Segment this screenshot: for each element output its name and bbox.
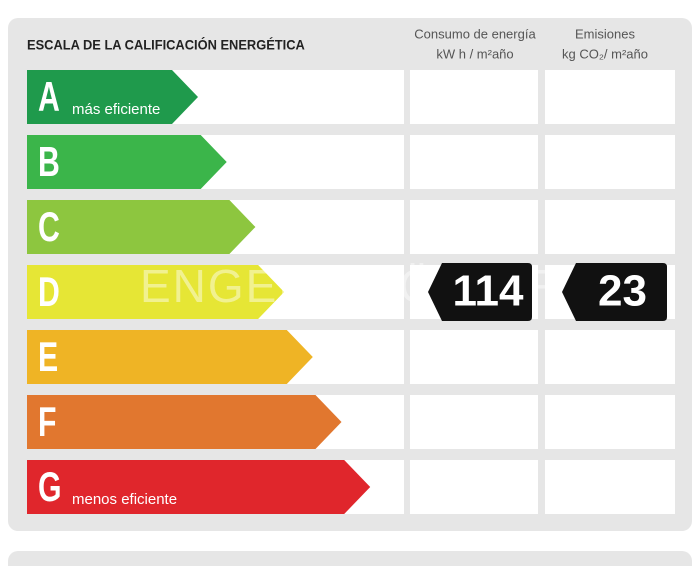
watermark-site: habitaclia [285,268,395,298]
cell [545,330,675,384]
column-unit: kW h / m²año [436,46,513,61]
column-header: Emisiones [575,26,635,41]
rating-label: más eficiente [72,101,160,118]
rating-value: 23 [598,267,647,316]
cell [410,135,538,189]
rating-arrow [27,70,198,124]
rating-arrow [27,395,342,449]
rating-arrow [27,265,285,319]
cell [545,135,675,189]
rating-letter: A [38,73,60,120]
rating-letter: B [38,138,60,185]
cell [410,395,538,449]
cell [545,200,675,254]
cell [410,460,538,514]
title: ESCALA DE LA CALIFICACIÓN ENERGÉTICA [27,37,305,53]
cell [410,330,538,384]
cell [545,460,675,514]
cell [410,70,538,124]
rating-letter: F [38,398,56,445]
panel-bottom [8,551,692,566]
column-unit: kg CO₂/ m²año [562,46,648,61]
rating-arrow [27,135,227,189]
rating-letter: E [38,333,58,380]
cell [545,70,675,124]
column-header: Consumo de energía [414,26,536,41]
rating-letter: G [38,463,62,510]
rating-badge [428,263,532,321]
rating-arrow [27,330,313,384]
rating-badge [562,263,667,321]
rating-letter: D [38,268,60,315]
cell [545,395,675,449]
rating-value: 114 [453,267,525,316]
cell [410,200,538,254]
rating-arrow [27,460,371,514]
rating-arrow [27,200,256,254]
rating-letter: C [38,203,60,250]
rating-label: menos eficiente [72,491,177,508]
